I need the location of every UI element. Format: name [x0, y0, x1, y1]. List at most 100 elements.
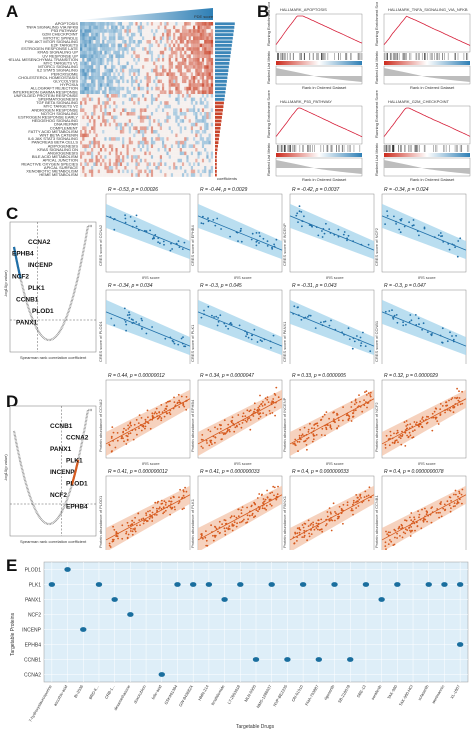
- data-point: [304, 439, 307, 442]
- data-point: [154, 234, 157, 236]
- heatmap-cell: [139, 32, 143, 37]
- data-point: [455, 397, 458, 400]
- heatmap-cell: [153, 72, 156, 77]
- heatmap-cell: [166, 36, 169, 41]
- heatmap-cell: [148, 112, 152, 116]
- data-point: [171, 339, 174, 342]
- heatmap-cell: [93, 61, 96, 66]
- data-point: [425, 418, 427, 421]
- heatmap-cell: [128, 25, 132, 30]
- heatmap-cell: [173, 76, 176, 80]
- data-point: [309, 524, 312, 526]
- data-point: [317, 525, 319, 528]
- heatmap-cell: [93, 104, 96, 109]
- heatmap-cell: [170, 43, 174, 48]
- heatmap-cell: [153, 76, 156, 80]
- data-point: [173, 396, 175, 399]
- data-point: [155, 412, 158, 415]
- heatmap-cell: [88, 72, 92, 77]
- heatmap-cell: [126, 166, 129, 170]
- heatmap-cell: [119, 166, 123, 170]
- heatmap-cell: [195, 25, 198, 30]
- heatmap-cell: [184, 61, 187, 66]
- heatmap-cell: [201, 119, 205, 123]
- heatmap-cell: [117, 119, 120, 123]
- heatmap-cell: [126, 173, 129, 177]
- heatmap-cell: [88, 104, 92, 109]
- data-point: [272, 485, 275, 488]
- data-point: [354, 398, 357, 401]
- heatmap-cell: [186, 144, 189, 149]
- heatmap-cell: [104, 140, 107, 145]
- data-point: [430, 521, 433, 524]
- heatmap-cell: [95, 58, 98, 62]
- data-point: [386, 215, 389, 217]
- data-point: [270, 347, 272, 349]
- heatmap-cell: [102, 58, 105, 62]
- data-point: [448, 504, 451, 507]
- heatmap-cell: [84, 122, 87, 127]
- heatmap-cell: [86, 68, 89, 73]
- heatmap-cell: [137, 94, 140, 98]
- heatmap-cell: [91, 122, 94, 127]
- heatmap-cell: [162, 36, 165, 41]
- volcano-plot: CCNB1CCNA2PANX1PLK1INCENPPLOD1NCF2EPHB4S…: [3, 405, 97, 544]
- heatmap-cell: [106, 108, 109, 113]
- data-point: [325, 428, 328, 431]
- heatmap-cell: [80, 25, 83, 30]
- data-point: [336, 427, 338, 430]
- heatmap-cell: [197, 90, 200, 95]
- data-point: [330, 427, 333, 430]
- heatmap-cell: [128, 94, 132, 98]
- data-point: [303, 434, 305, 437]
- heatmap-cell: [80, 32, 83, 37]
- heatmap-cell: [159, 108, 163, 113]
- heatmap-cell: [210, 29, 214, 33]
- heatmap-cell: [128, 65, 132, 69]
- data-point: [262, 502, 264, 504]
- heatmap-cell: [193, 83, 196, 87]
- heatmap-cell: [139, 29, 143, 33]
- heatmap-cell: [153, 169, 156, 174]
- heatmap-cell: [80, 173, 83, 177]
- correlation-stat: R = 0.44, p = 0.00000012: [108, 373, 165, 379]
- heatmap-cell: [188, 90, 191, 95]
- heatmap-cell: [102, 65, 105, 69]
- heatmap-cell: [97, 32, 101, 37]
- heatmap-cell: [177, 47, 180, 51]
- heatmap-cell: [197, 122, 200, 127]
- heatmap-cell: [119, 119, 123, 123]
- heatmap-cell: [201, 144, 205, 149]
- scatter-xlabel: IRS score: [418, 275, 436, 280]
- heatmap-cell: [93, 112, 96, 116]
- heatmap-cell: [190, 158, 194, 163]
- heatmap-cell: [201, 155, 205, 159]
- heatmap-cell: [137, 25, 140, 30]
- data-point: [332, 411, 335, 414]
- heatmap-cell: [139, 54, 143, 59]
- heatmap-cell: [173, 104, 176, 109]
- heatmap-cell: [104, 104, 107, 109]
- data-point: [230, 420, 233, 423]
- heatmap-cell: [155, 108, 158, 113]
- heatmap-cell: [148, 40, 152, 44]
- heatmap-cell: [124, 158, 127, 163]
- heatmap-cell: [201, 169, 205, 174]
- heatmap-cell: [193, 122, 196, 127]
- heatmap-cell: [115, 61, 118, 66]
- heatmap-cell: [173, 133, 176, 138]
- data-point: [202, 215, 204, 218]
- heatmap-cell: [111, 54, 114, 59]
- heatmap-cell: [170, 144, 174, 149]
- heatmap-cell: [130, 119, 134, 123]
- data-point: [304, 316, 307, 319]
- heatmap-cell: [184, 115, 187, 120]
- heatmap-cell: [197, 108, 200, 113]
- heatmap-cell: [108, 50, 112, 55]
- heatmap-cell: [113, 126, 116, 131]
- heatmap-cell: [102, 119, 105, 123]
- heatmap-cell: [193, 72, 196, 77]
- heatmap-cell: [181, 76, 185, 80]
- data-point: [164, 509, 167, 512]
